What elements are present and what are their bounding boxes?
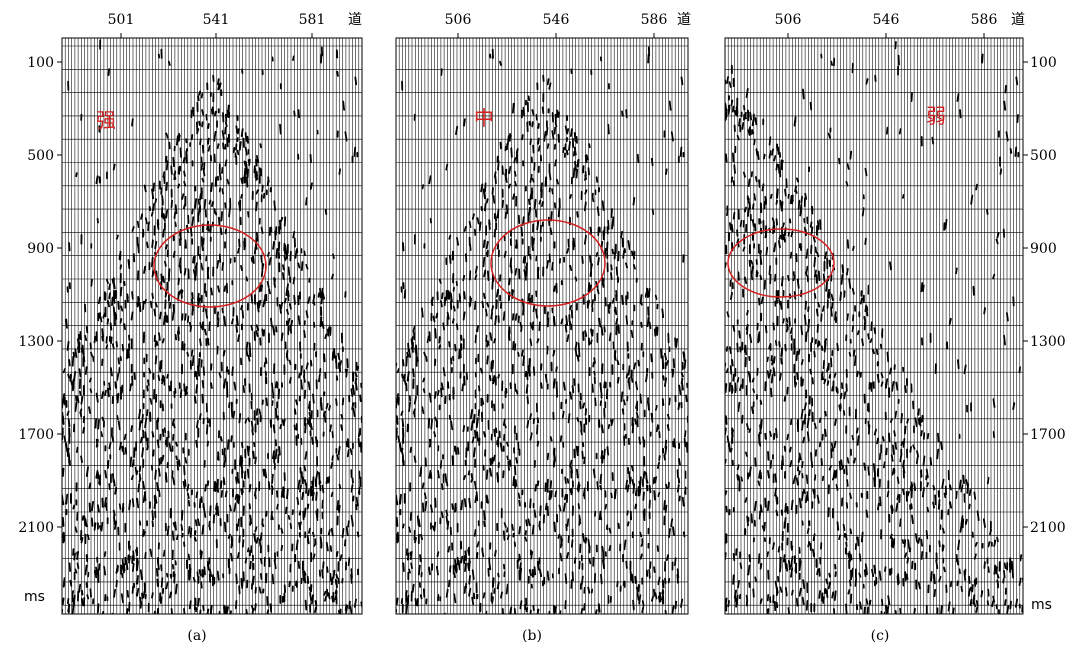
panel-c-time-label-3: 1300 [1030,334,1066,350]
panel-a-time-label-5: 2100 [18,520,54,536]
panel-c-trace-ticks [787,33,985,38]
panel-a-gather [62,38,362,614]
panel-b-caption: (b) [522,628,542,644]
panel-a-time-label-1: 500 [27,148,54,164]
panel-a-trace-label-0: 501 [108,12,135,28]
panel-c-trace-label-1: 546 [873,12,900,28]
panel-b-trace-label-2: 586 [641,12,668,28]
panel-b-annotation: 中 [474,106,494,130]
panel-a: 501 541 581 道 100 500 900 1300 1700 2100… [18,12,363,644]
panel-c-time-label-5: 2100 [1030,520,1066,536]
panel-a-annotation: 强 [96,108,116,132]
panel-c-time-unit: ms [1031,597,1052,613]
panel-b-trace-ticks [457,33,655,38]
panel-b-trace-label-1: 546 [543,12,570,28]
panel-c-trace-label-2: 586 [971,12,998,28]
panel-c-gather [725,38,1023,614]
panel-b-trace-label-0: 506 [445,12,472,28]
panel-a-caption: (a) [187,628,206,644]
panel-c-trace-label-0: 506 [775,12,802,28]
panel-a-frame [61,37,363,615]
panel-a-trace-label-1: 541 [203,12,230,28]
panel-c-time-ticks [1023,61,1028,528]
panel-c-time-label-0: 100 [1030,55,1057,71]
panel-c-time-label-2: 900 [1030,241,1057,257]
panel-a-time-unit: ms [24,589,45,605]
panel-b-highlight-ellipse [490,219,606,307]
panel-c-highlight-ellipse [727,228,835,298]
panel-c-time-label-4: 1700 [1030,427,1066,443]
panel-a-highlight-ellipse [153,224,267,308]
panel-b-trace-axis-label: 道 [677,12,691,28]
panel-c: 506 546 586 道 100 500 900 1300 1700 2100… [724,12,1066,644]
panel-a-time-label-3: 1300 [18,334,54,350]
panel-c-trace-axis-label: 道 [1011,12,1025,28]
panel-b-gather [396,38,688,614]
panel-a-trace-ticks [120,33,313,38]
panel-a-time-ticks [57,61,62,528]
panel-c-caption: (c) [871,628,890,644]
panel-a-trace-axis-label: 道 [348,12,362,28]
panel-c-annotation: 弱 [926,104,946,128]
panel-b: 506 546 586 道 中 (b) [395,12,691,644]
panel-b-frame [395,37,689,615]
panel-c-time-label-1: 500 [1030,148,1057,164]
panel-a-time-label-4: 1700 [18,427,54,443]
panel-a-time-label-0: 100 [27,55,54,71]
panel-c-frame [724,37,1024,615]
panel-a-trace-label-2: 581 [299,12,326,28]
panel-a-time-label-2: 900 [27,241,54,257]
